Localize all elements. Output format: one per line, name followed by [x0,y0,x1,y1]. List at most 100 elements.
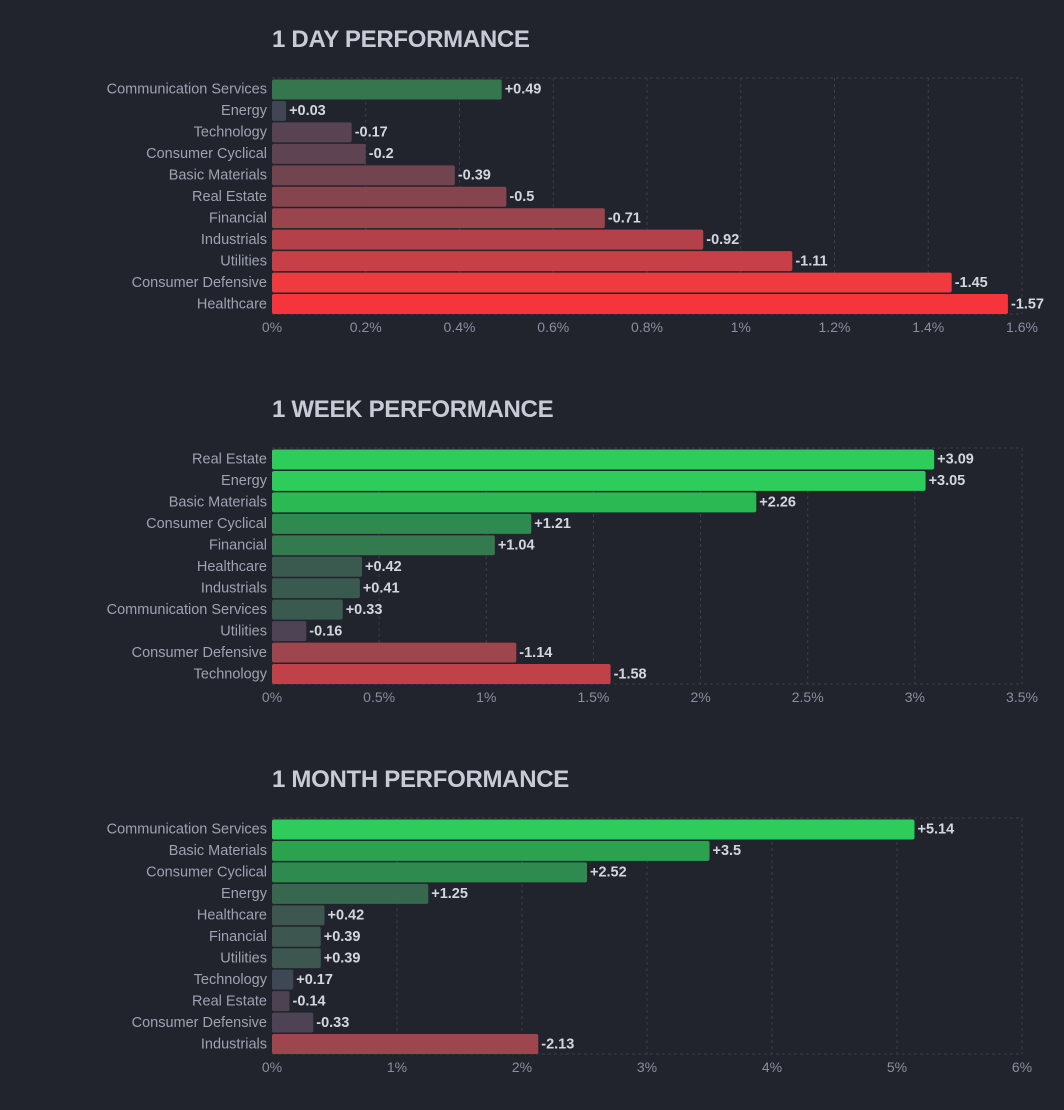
value-label: -0.92 [706,232,739,248]
bar[interactable] [272,229,704,250]
bar[interactable] [272,251,793,272]
category-label: Healthcare [197,908,267,924]
chart-plot: 0% 1% 2% 3% 4% 5% 6% Communication Services +5.1… [107,817,1032,1075]
bar[interactable] [272,294,1008,314]
category-label: Technology [194,125,268,141]
bar[interactable] [272,100,287,121]
bar[interactable] [272,186,507,207]
x-tick-label: 0.5% [363,689,395,705]
value-label: -0.14 [293,993,326,1009]
bar[interactable] [272,165,455,186]
x-tick-label: 0.8% [631,319,663,335]
x-tick-label: 3% [905,689,925,705]
bar[interactable] [272,948,321,969]
value-label: +5.14 [918,822,955,838]
category-label: Consumer Defensive [132,275,267,291]
value-label: -0.16 [309,623,342,639]
bar[interactable] [272,578,360,599]
bar[interactable] [272,143,366,164]
bar[interactable] [272,862,587,883]
category-label: Communication Services [107,822,267,838]
category-label: Energy [221,886,268,902]
category-label: Consumer Cyclical [146,865,267,881]
x-tick-label: 1.2% [819,319,851,335]
value-label: +0.39 [324,929,361,945]
value-label: +1.21 [534,516,571,532]
bar[interactable] [272,969,294,990]
x-tick-label: 4% [762,1059,782,1075]
bar[interactable] [272,272,952,293]
bar[interactable] [272,664,611,684]
x-tick-label: 6% [1012,1059,1032,1075]
bar[interactable] [272,819,915,840]
value-label: +3.5 [713,843,742,859]
bar[interactable] [272,642,517,663]
value-label: -1.45 [955,275,988,291]
x-tick-label: 1% [476,689,496,705]
bar[interactable] [272,449,935,470]
category-label: Basic Materials [169,843,267,859]
category-label: Financial [209,538,267,554]
bar[interactable] [272,1012,314,1033]
category-label: Healthcare [197,559,267,575]
category-label: Consumer Defensive [132,1015,267,1031]
value-label: -0.39 [458,168,491,184]
bar[interactable] [272,470,926,491]
value-label: +0.17 [296,972,333,988]
bar[interactable] [272,492,757,513]
category-label: Real Estate [192,993,267,1009]
bar[interactable] [272,513,532,534]
bar[interactable] [272,991,290,1012]
value-label: -0.71 [608,210,641,226]
x-tick-label: 1.6% [1006,319,1038,335]
value-label: -1.57 [1011,296,1044,312]
chart-1-day: 1 DAY PERFORMANCE 0% 0.2% 0.4% 0.6% 0.8% 1% 1.… [0,0,1064,370]
bar[interactable] [272,883,429,904]
chart-plot: 0% 0.2% 0.4% 0.6% 0.8% 1% 1.2% 1.4% 1.6% Communic… [107,77,1044,335]
bar[interactable] [272,926,321,947]
category-label: Basic Materials [169,495,267,511]
value-label: +0.03 [289,103,326,119]
x-tick-label: 3% [637,1059,657,1075]
x-tick-label: 1% [387,1059,407,1075]
bar[interactable] [272,1034,539,1054]
x-tick-label: 2% [512,1059,532,1075]
value-label: -1.58 [614,666,647,682]
category-label: Real Estate [192,452,267,468]
value-label: +3.05 [929,473,966,489]
category-label: Energy [221,103,268,119]
gridlines [272,447,1023,685]
bar[interactable] [272,840,710,861]
x-tick-label: 0.2% [350,319,382,335]
category-label: Basic Materials [169,168,267,184]
bar[interactable] [272,535,495,556]
category-label: Technology [194,666,268,682]
value-label: +0.42 [365,559,402,575]
value-label: +2.26 [759,495,796,511]
bar[interactable] [272,905,325,926]
category-label: Financial [209,210,267,226]
bar[interactable] [272,122,352,143]
chart-title: 1 WEEK PERFORMANCE [272,396,554,423]
bar[interactable] [272,621,307,642]
category-label: Utilities [220,950,267,966]
value-label: +0.39 [324,950,361,966]
category-label: Utilities [220,253,267,269]
value-label: +1.25 [431,886,468,902]
bar[interactable] [272,208,605,229]
x-tick-label: 3.5% [1006,689,1038,705]
value-label: -0.17 [355,125,388,141]
category-label: Technology [194,972,268,988]
x-tick-label: 0% [262,1059,282,1075]
chart-title: 1 DAY PERFORMANCE [272,26,530,53]
category-label: Consumer Cyclical [146,146,267,162]
bar[interactable] [272,599,343,620]
value-label: +0.41 [363,580,400,596]
value-label: +0.42 [328,908,365,924]
x-tick-label: 1.5% [577,689,609,705]
x-tick-label: 5% [887,1059,907,1075]
gridlines [272,817,1023,1055]
bar[interactable] [272,79,502,100]
value-label: +3.09 [937,452,974,468]
bar[interactable] [272,556,362,577]
